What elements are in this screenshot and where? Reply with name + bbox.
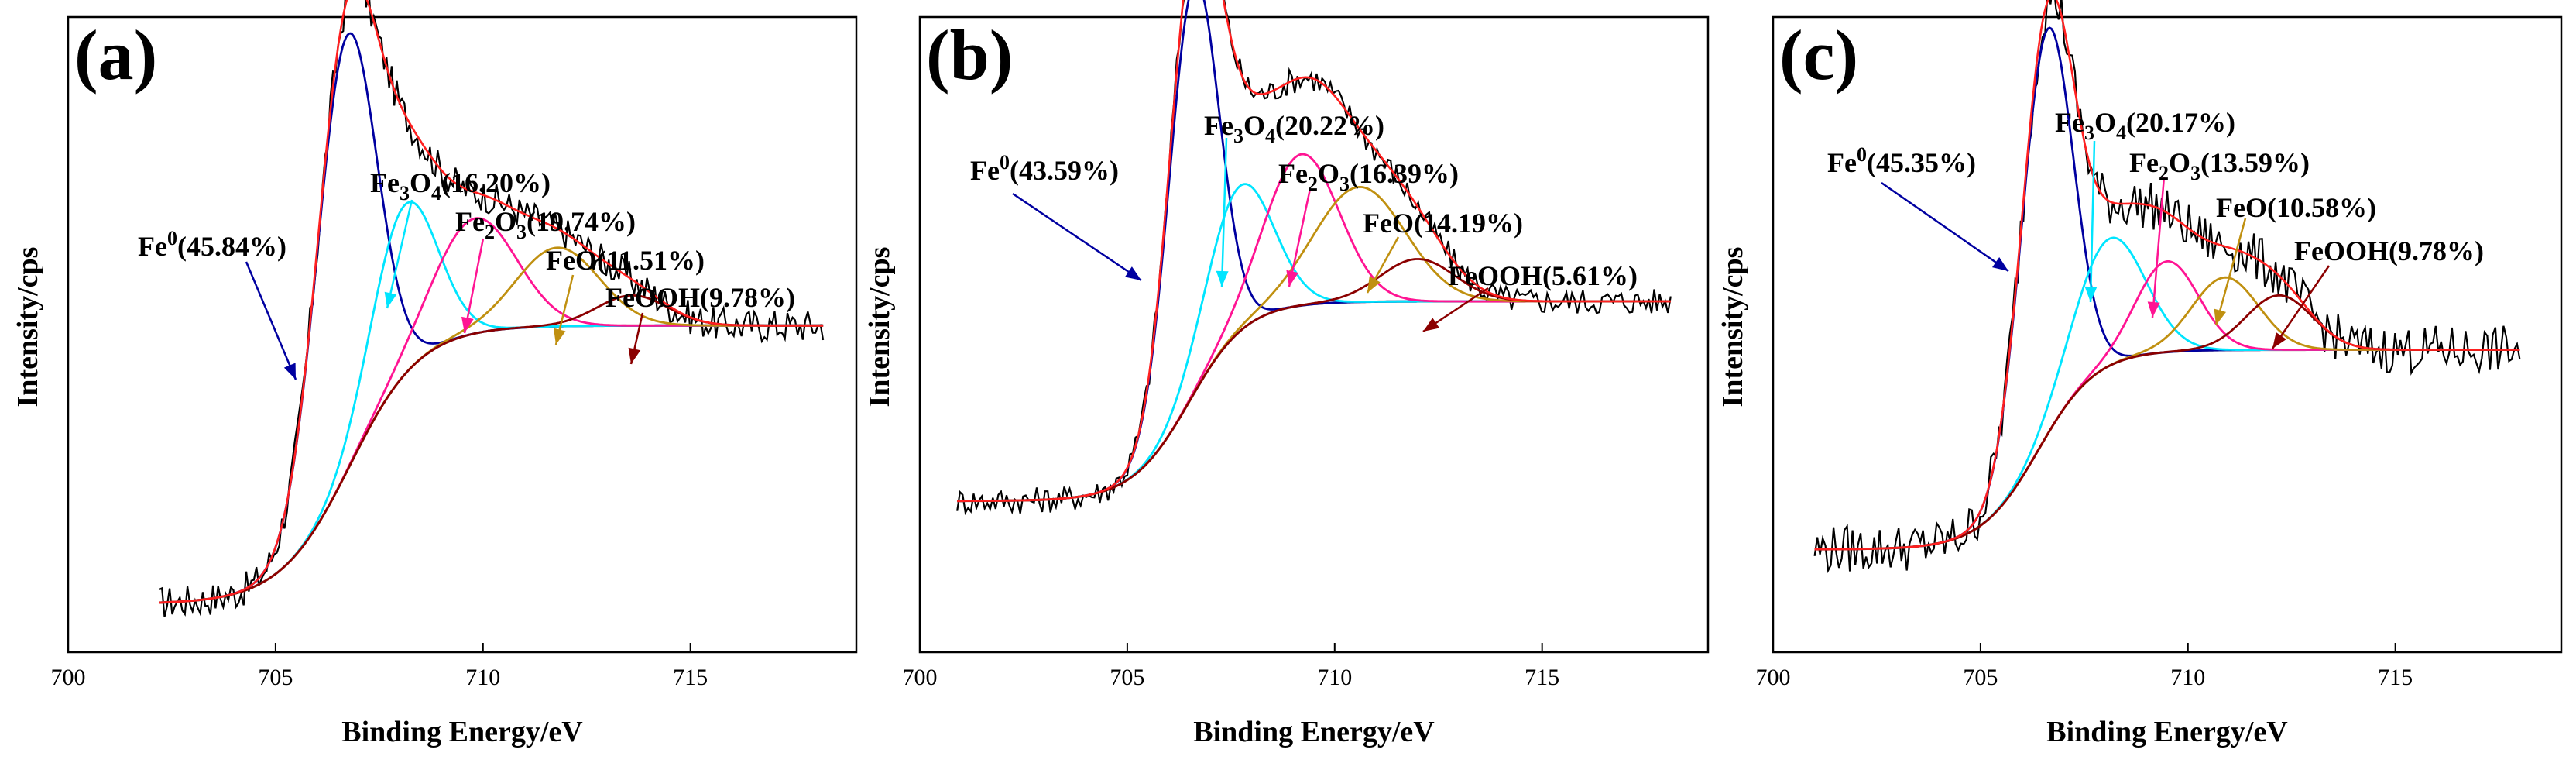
y-axis-title: Intensity/cps: [863, 247, 896, 407]
peak-fe0-line: [1814, 26, 2520, 551]
raw-data-line: [159, 0, 825, 617]
x-tick-label: 715: [2378, 665, 2413, 690]
envelope-line: [159, 0, 824, 604]
background-line: [1814, 349, 2520, 551]
x-tick-label: 705: [258, 665, 293, 690]
annotation-arrow: [245, 261, 297, 380]
annotation-arrow: [1220, 137, 1228, 287]
peak-fe2o3-line: [957, 153, 1671, 503]
x-tick-label: 710: [2170, 665, 2205, 690]
annotation-arrowhead: [628, 347, 641, 364]
panel-label: (a): [74, 15, 157, 95]
annotation-feo: FeO(14.19%): [1363, 208, 1523, 239]
annotation-arrowhead: [1992, 257, 2008, 271]
peak-fe3o4-line: [159, 201, 824, 604]
x-tick-label: 700: [51, 665, 86, 690]
panel-label: (c): [1779, 15, 1858, 95]
x-axis-title: Binding Energy/eV: [341, 716, 583, 748]
annotation-arrow: [1881, 181, 2009, 273]
annotation-fe2o3: Fe2O3(19.74%): [455, 206, 636, 243]
annotation-fe0: Fe0(45.84%): [138, 227, 286, 262]
annotation-fe3o4: Fe3O4(16.20%): [370, 167, 551, 204]
annotation-fe2o3: Fe2O3(13.59%): [2129, 147, 2310, 184]
annotation-arrow: [2089, 140, 2096, 303]
peak-feooh-line: [1814, 294, 2520, 551]
x-tick-label: 700: [903, 665, 938, 690]
annotation-arrow: [2151, 176, 2166, 318]
annotation-arrowhead: [1423, 318, 1440, 332]
y-axis-title: Intensity/cps: [12, 247, 44, 407]
x-tick-label: 705: [1110, 665, 1144, 690]
x-tick-label: 705: [1963, 665, 1998, 690]
panel-c: 700 705 710 715 Binding Energy/eV Intensity/c…: [1717, 0, 2563, 748]
annotation-fe3o4: Fe3O4(20.22%): [1204, 110, 1384, 147]
peak-fe0-line: [957, 0, 1671, 503]
x-axis-title: Binding Energy/eV: [2046, 716, 2288, 748]
peak-fe3o4-line: [957, 183, 1671, 503]
annotation-fe0: Fe0(45.35%): [1827, 143, 1976, 178]
panel-a: 700 705 710 715 Binding Energy/eV Intensity/c…: [12, 0, 858, 748]
raw-data-line: [1813, 0, 2521, 574]
annotation-arrow: [1012, 192, 1142, 282]
annotation-arrowhead: [2272, 332, 2286, 349]
annotation-arrowhead: [384, 291, 397, 308]
peak-fe2o3-line: [159, 217, 824, 604]
peak-feooh-line: [159, 294, 824, 604]
peak-feooh-line: [957, 258, 1671, 503]
envelope-line: [957, 0, 1671, 502]
annotation-arrowhead: [461, 316, 474, 333]
annotation-feo: FeO(10.58%): [2216, 192, 2376, 223]
annotation-fe0: Fe0(43.59%): [970, 151, 1119, 186]
annotation-arrow: [2214, 218, 2247, 326]
annotation-fe2o3: Fe2O3(16.39%): [1278, 158, 1459, 195]
x-tick-label: 715: [1525, 665, 1559, 690]
annotation-arrowhead: [1367, 276, 1381, 293]
plot-frame: [1772, 15, 2563, 654]
background-line: [159, 324, 824, 604]
annotation-arrowhead: [2214, 308, 2227, 325]
annotation-arrowhead: [1216, 270, 1229, 287]
annotation-arrow: [1288, 188, 1312, 287]
plot-frame: [918, 15, 1710, 654]
annotation-arrowhead: [283, 363, 296, 380]
raw-data-line: [956, 0, 1672, 516]
annotation-arrow: [386, 199, 413, 309]
annotation-arrowhead: [1124, 266, 1141, 280]
annotation-feooh: FeOOH(5.61%): [1448, 260, 1638, 291]
annotation-arrow: [2271, 265, 2331, 349]
peak-fe2o3-line: [1814, 260, 2520, 551]
annotation-arrow: [463, 238, 485, 334]
annotation-feooh: FeOOH(9.78%): [605, 282, 795, 313]
annotation-arrowhead: [553, 328, 566, 345]
peak-fe3o4-line: [1814, 236, 2520, 551]
plot-frame: [67, 15, 858, 654]
panel-label: (b): [926, 15, 1013, 95]
annotation-arrowhead: [1286, 270, 1299, 287]
x-axis-title: Binding Energy/eV: [1193, 716, 1435, 748]
annotation-arrowhead: [2147, 301, 2160, 318]
x-tick-label: 710: [465, 665, 500, 690]
background-line: [957, 300, 1671, 503]
annotation-feooh: FeOOH(9.78%): [2294, 235, 2484, 266]
x-tick-label: 715: [673, 665, 708, 690]
annotation-fe3o4: Fe3O4(20.17%): [2055, 107, 2235, 144]
annotation-arrowhead: [2084, 286, 2098, 302]
x-tick-label: 710: [1317, 665, 1352, 690]
x-tick-label: 700: [1756, 665, 1791, 690]
peak-feo-line: [957, 185, 1671, 503]
peak-fe0-line: [159, 32, 824, 604]
envelope-line: [1814, 0, 2520, 551]
y-axis-title: Intensity/cps: [1717, 247, 1749, 407]
annotation-feo: FeO(11.51%): [546, 245, 705, 276]
panel-b: 700 705 710 715 Binding Energy/eV Intensity/c…: [863, 0, 1710, 748]
